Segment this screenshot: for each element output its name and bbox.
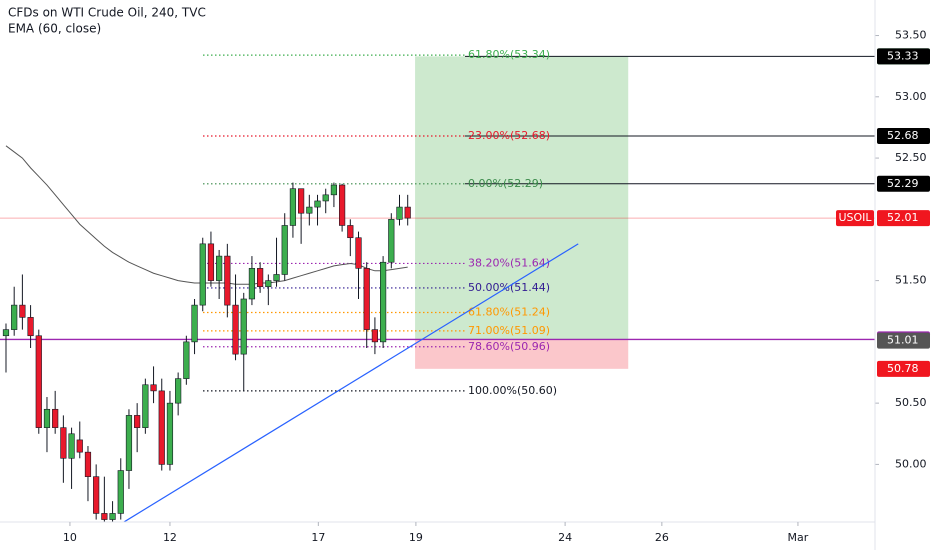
candle-body <box>35 335 42 428</box>
fib-label: 0.00%(52.29) <box>468 177 543 190</box>
fib-label: 61.80%(53.34) <box>468 48 550 61</box>
candle-body <box>232 304 239 355</box>
price-label-box <box>877 332 930 349</box>
indicator-label: EMA (60, close) <box>8 22 101 36</box>
candle-body <box>248 268 256 300</box>
candle-body <box>347 225 354 239</box>
y-tick-label: 52.50 <box>895 151 927 164</box>
y-tick-label: 50.00 <box>895 457 927 470</box>
y-tick-label: 53.50 <box>895 29 927 42</box>
x-tick-label: Mar <box>788 531 809 544</box>
y-tick-label: 50.50 <box>895 396 927 409</box>
fib-label: 100.00%(50.60) <box>468 384 557 397</box>
fib-label: 38.20%(51.64) <box>468 256 550 269</box>
candle-body <box>199 243 206 306</box>
price-label: 52.68 <box>887 129 919 142</box>
candle-body <box>158 390 165 465</box>
x-tick-label: 12 <box>163 531 177 544</box>
candle-body <box>142 384 149 428</box>
profit-zone <box>415 56 629 340</box>
price-label: 52.01 <box>887 211 919 224</box>
candle-body <box>150 384 157 392</box>
price-label: 52.29 <box>887 177 919 190</box>
chart-title: CFDs on WTI Crude Oil, 240, TVC <box>8 6 206 20</box>
candle-body <box>68 433 75 459</box>
price-label: 51.01 <box>887 334 919 347</box>
price-label-box <box>877 175 930 192</box>
candle-body <box>322 194 329 202</box>
trendline <box>122 243 579 522</box>
candle-body <box>166 402 174 465</box>
x-tick-label: 10 <box>63 531 77 544</box>
price-label-box <box>877 48 930 65</box>
candle-body <box>224 255 231 306</box>
candle-body <box>306 206 313 214</box>
candle-body <box>134 415 141 428</box>
y-tick-label: 51.50 <box>895 274 927 287</box>
ema-line <box>5 145 408 285</box>
candle-body <box>363 268 370 330</box>
symbol-label: USOIL <box>838 211 872 224</box>
candle-body <box>240 298 247 355</box>
loss-zone <box>415 339 629 369</box>
candle-body <box>11 304 18 330</box>
x-tick-label: 19 <box>409 531 423 544</box>
candle-body <box>330 184 338 196</box>
fib-label: 78.60%(50.96) <box>468 340 550 353</box>
candle-body <box>93 476 100 514</box>
candle-body <box>19 304 26 318</box>
candle-body <box>339 184 346 226</box>
price-label-box <box>877 210 930 227</box>
candle-body <box>27 317 34 337</box>
candle-body <box>388 219 395 263</box>
candle-body <box>76 439 83 453</box>
symbol-label-box <box>836 210 874 227</box>
candle-body <box>396 206 403 220</box>
candle-body <box>183 341 190 379</box>
candle-body <box>257 268 264 288</box>
candle-body <box>109 513 116 520</box>
candle-body <box>52 408 59 428</box>
x-tick-label: 26 <box>655 531 669 544</box>
candle-body <box>117 470 124 514</box>
candle-body <box>125 415 133 471</box>
candle-body <box>43 408 51 428</box>
fib-label: 61.80%(51.24) <box>468 305 550 318</box>
candle-body <box>101 513 108 520</box>
fib-label: 23.00%(52.68) <box>468 129 550 142</box>
candle-body <box>371 329 379 343</box>
candle-body <box>175 378 182 404</box>
price-label-box <box>877 128 930 145</box>
candle-body <box>273 274 280 281</box>
plot-area: 61.80%(53.34) 23.00%(52.68) 0.00%(52.29) 38… <box>0 48 875 522</box>
candle-body <box>265 280 272 288</box>
candle-body <box>191 304 198 343</box>
price-label: 53.33 <box>887 49 919 62</box>
candle-body <box>84 451 92 477</box>
price-label-box <box>877 360 930 377</box>
candle-body <box>2 329 10 337</box>
candle-body <box>404 206 411 219</box>
candle-body <box>355 237 362 269</box>
x-tick-label: 24 <box>558 531 572 544</box>
candle-body <box>298 188 305 214</box>
price-axis: 53.5053.0052.5051.5050.5050.0053.3353.33… <box>875 29 930 470</box>
fib-label: 71.00%(51.09) <box>468 324 550 337</box>
candle-body <box>207 243 215 281</box>
candle-body <box>314 200 321 208</box>
x-tick-label: 17 <box>311 531 325 544</box>
candle-body <box>289 188 297 226</box>
fib-label: 50.00%(51.44) <box>468 281 550 294</box>
candle-body <box>60 427 67 459</box>
candle-body <box>380 261 387 343</box>
y-tick-label: 53.00 <box>895 90 927 103</box>
candle-body <box>281 225 288 275</box>
candle-body <box>216 255 223 281</box>
price-label: 50.78 <box>887 362 919 375</box>
